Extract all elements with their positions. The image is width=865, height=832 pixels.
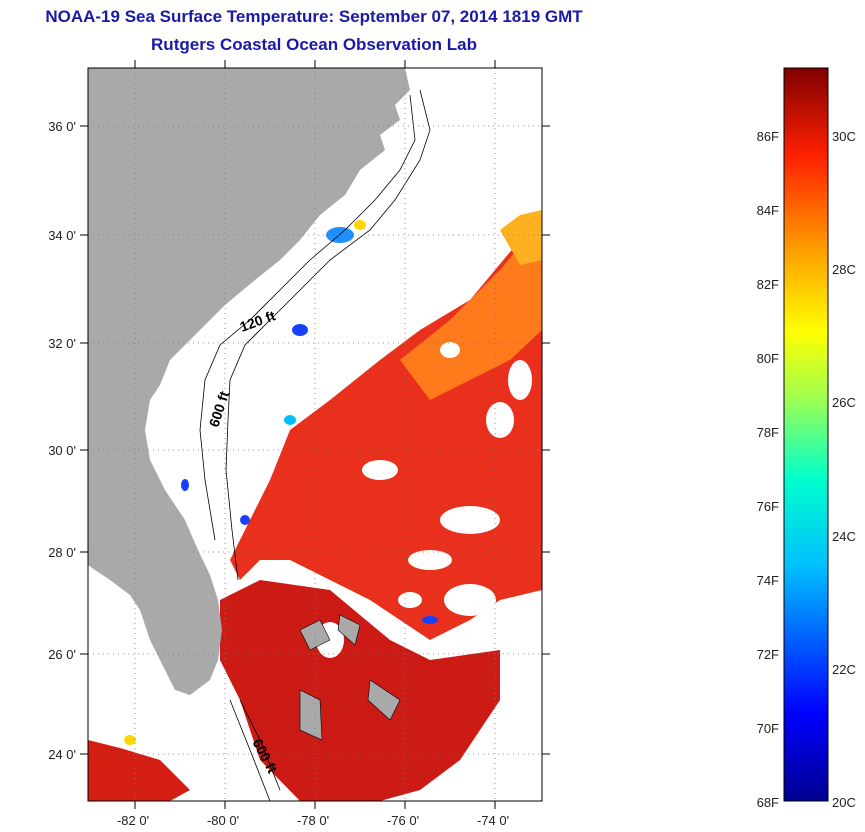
axis-ticks [80,60,550,809]
lon-label: -80 0' [207,813,239,828]
lat-label: 30 0' [48,443,76,458]
map-title: NOAA-19 Sea Surface Temperature: Septemb… [45,7,583,26]
colorbar-f-label: 78F [757,425,779,440]
colorbar-c-label: 24C [832,529,856,544]
lat-label: 28 0' [48,545,76,560]
lat-label: 24 0' [48,747,76,762]
lon-label: -74 0' [477,813,509,828]
cloud-gaps [316,342,532,658]
lat-label: 36 0' [48,119,76,134]
colorbar-f-label: 80F [757,351,779,366]
lon-label: -82 0' [117,813,149,828]
lat-label: 34 0' [48,228,76,243]
colorbar-c-label: 22C [832,662,856,677]
latitude-labels: 36 0' 34 0' 32 0' 30 0' 28 0' 26 0' 24 0… [48,119,76,762]
coastal-fringe [124,220,438,745]
longitude-labels: -82 0' -80 0' -78 0' -76 0' -74 0' [117,813,509,828]
colorbar-f-label: 70F [757,721,779,736]
bathymetry-contours [199,89,431,801]
colorbar-f-label: 74F [757,573,779,588]
graticule [88,68,542,801]
colorbar-f-label: 68F [757,795,779,810]
land-us-coast [88,68,410,695]
colorbar-celsius-labels: 30C 28C 26C 24C 22C 20C [832,129,856,810]
colorbar-c-label: 28C [832,262,856,277]
map-subtitle: Rutgers Coastal Ocean Observation Lab [151,35,477,54]
sst-yellow-patch [500,210,542,265]
colorbar-f-label: 76F [757,499,779,514]
colorbar-f-label: 82F [757,277,779,292]
colorbar-f-label: 84F [757,203,779,218]
colorbar-fahrenheit-labels: 86F 84F 82F 80F 78F 76F 74F 72F 70F 68F [757,129,779,810]
lat-label: 26 0' [48,647,76,662]
colorbar-f-label: 86F [757,129,779,144]
lon-label: -78 0' [297,813,329,828]
sst-keys-water [88,740,190,801]
lat-label: 32 0' [48,336,76,351]
colorbar-c-label: 20C [832,795,856,810]
bahamas-islands [299,614,401,741]
colorbar-c-label: 26C [832,395,856,410]
sst-hot-water [220,580,500,801]
colorbar-f-label: 72F [757,647,779,662]
colorbar [783,67,829,802]
sst-orange-water [400,220,542,400]
colorbar-c-label: 30C [832,129,856,144]
lon-label: -76 0' [387,813,419,828]
